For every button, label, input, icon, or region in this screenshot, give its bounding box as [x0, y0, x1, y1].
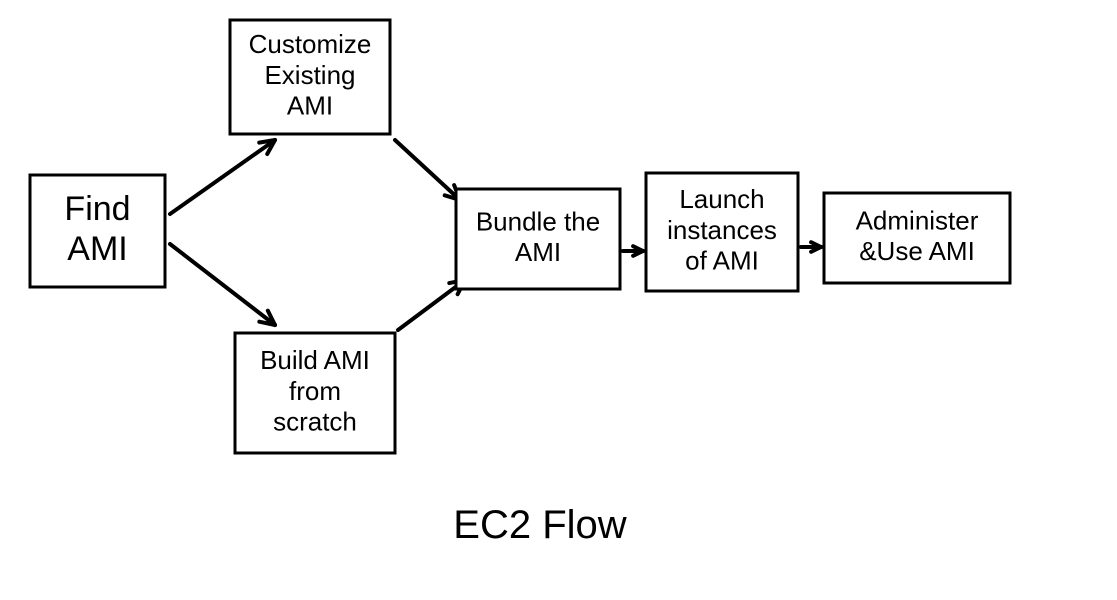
- node-admin-label-1: &Use AMI: [859, 236, 975, 266]
- node-launch-label-1: instances: [667, 215, 777, 245]
- node-customize-label-2: AMI: [287, 91, 333, 121]
- edge-find-to-build: [170, 244, 275, 325]
- node-build-label-1: from: [289, 376, 341, 406]
- ec2-flow-diagram: FindAMICustomizeExistingAMIBuild AMIfrom…: [0, 0, 1117, 600]
- node-admin-label-0: Administer: [856, 206, 979, 236]
- nodes-layer: FindAMICustomizeExistingAMIBuild AMIfrom…: [30, 20, 1010, 453]
- node-build-label-0: Build AMI: [260, 345, 370, 375]
- node-customize: CustomizeExistingAMI: [230, 20, 390, 134]
- node-bundle-label-0: Bundle the: [476, 207, 600, 237]
- edge-find-to-customize: [170, 140, 275, 214]
- edge-customize-to-bundle: [395, 140, 460, 200]
- node-launch-label-2: of AMI: [685, 246, 759, 276]
- edge-bundle-to-launch: [623, 246, 643, 256]
- node-build: Build AMIfromscratch: [235, 333, 395, 453]
- node-find: FindAMI: [30, 175, 165, 287]
- node-launch: Launchinstancesof AMI: [646, 173, 798, 291]
- edge-launch-to-admin: [801, 242, 821, 252]
- node-launch-label-0: Launch: [679, 184, 764, 214]
- node-build-label-2: scratch: [273, 407, 357, 437]
- node-find-label-0: Find: [64, 190, 130, 228]
- node-bundle-label-1: AMI: [515, 237, 561, 267]
- node-bundle: Bundle theAMI: [456, 189, 620, 289]
- node-customize-label-0: Customize: [249, 29, 372, 59]
- node-customize-label-1: Existing: [264, 60, 355, 90]
- diagram-title: EC2 Flow: [453, 503, 626, 547]
- node-admin: Administer&Use AMI: [824, 193, 1010, 283]
- node-find-label-1: AMI: [67, 230, 127, 268]
